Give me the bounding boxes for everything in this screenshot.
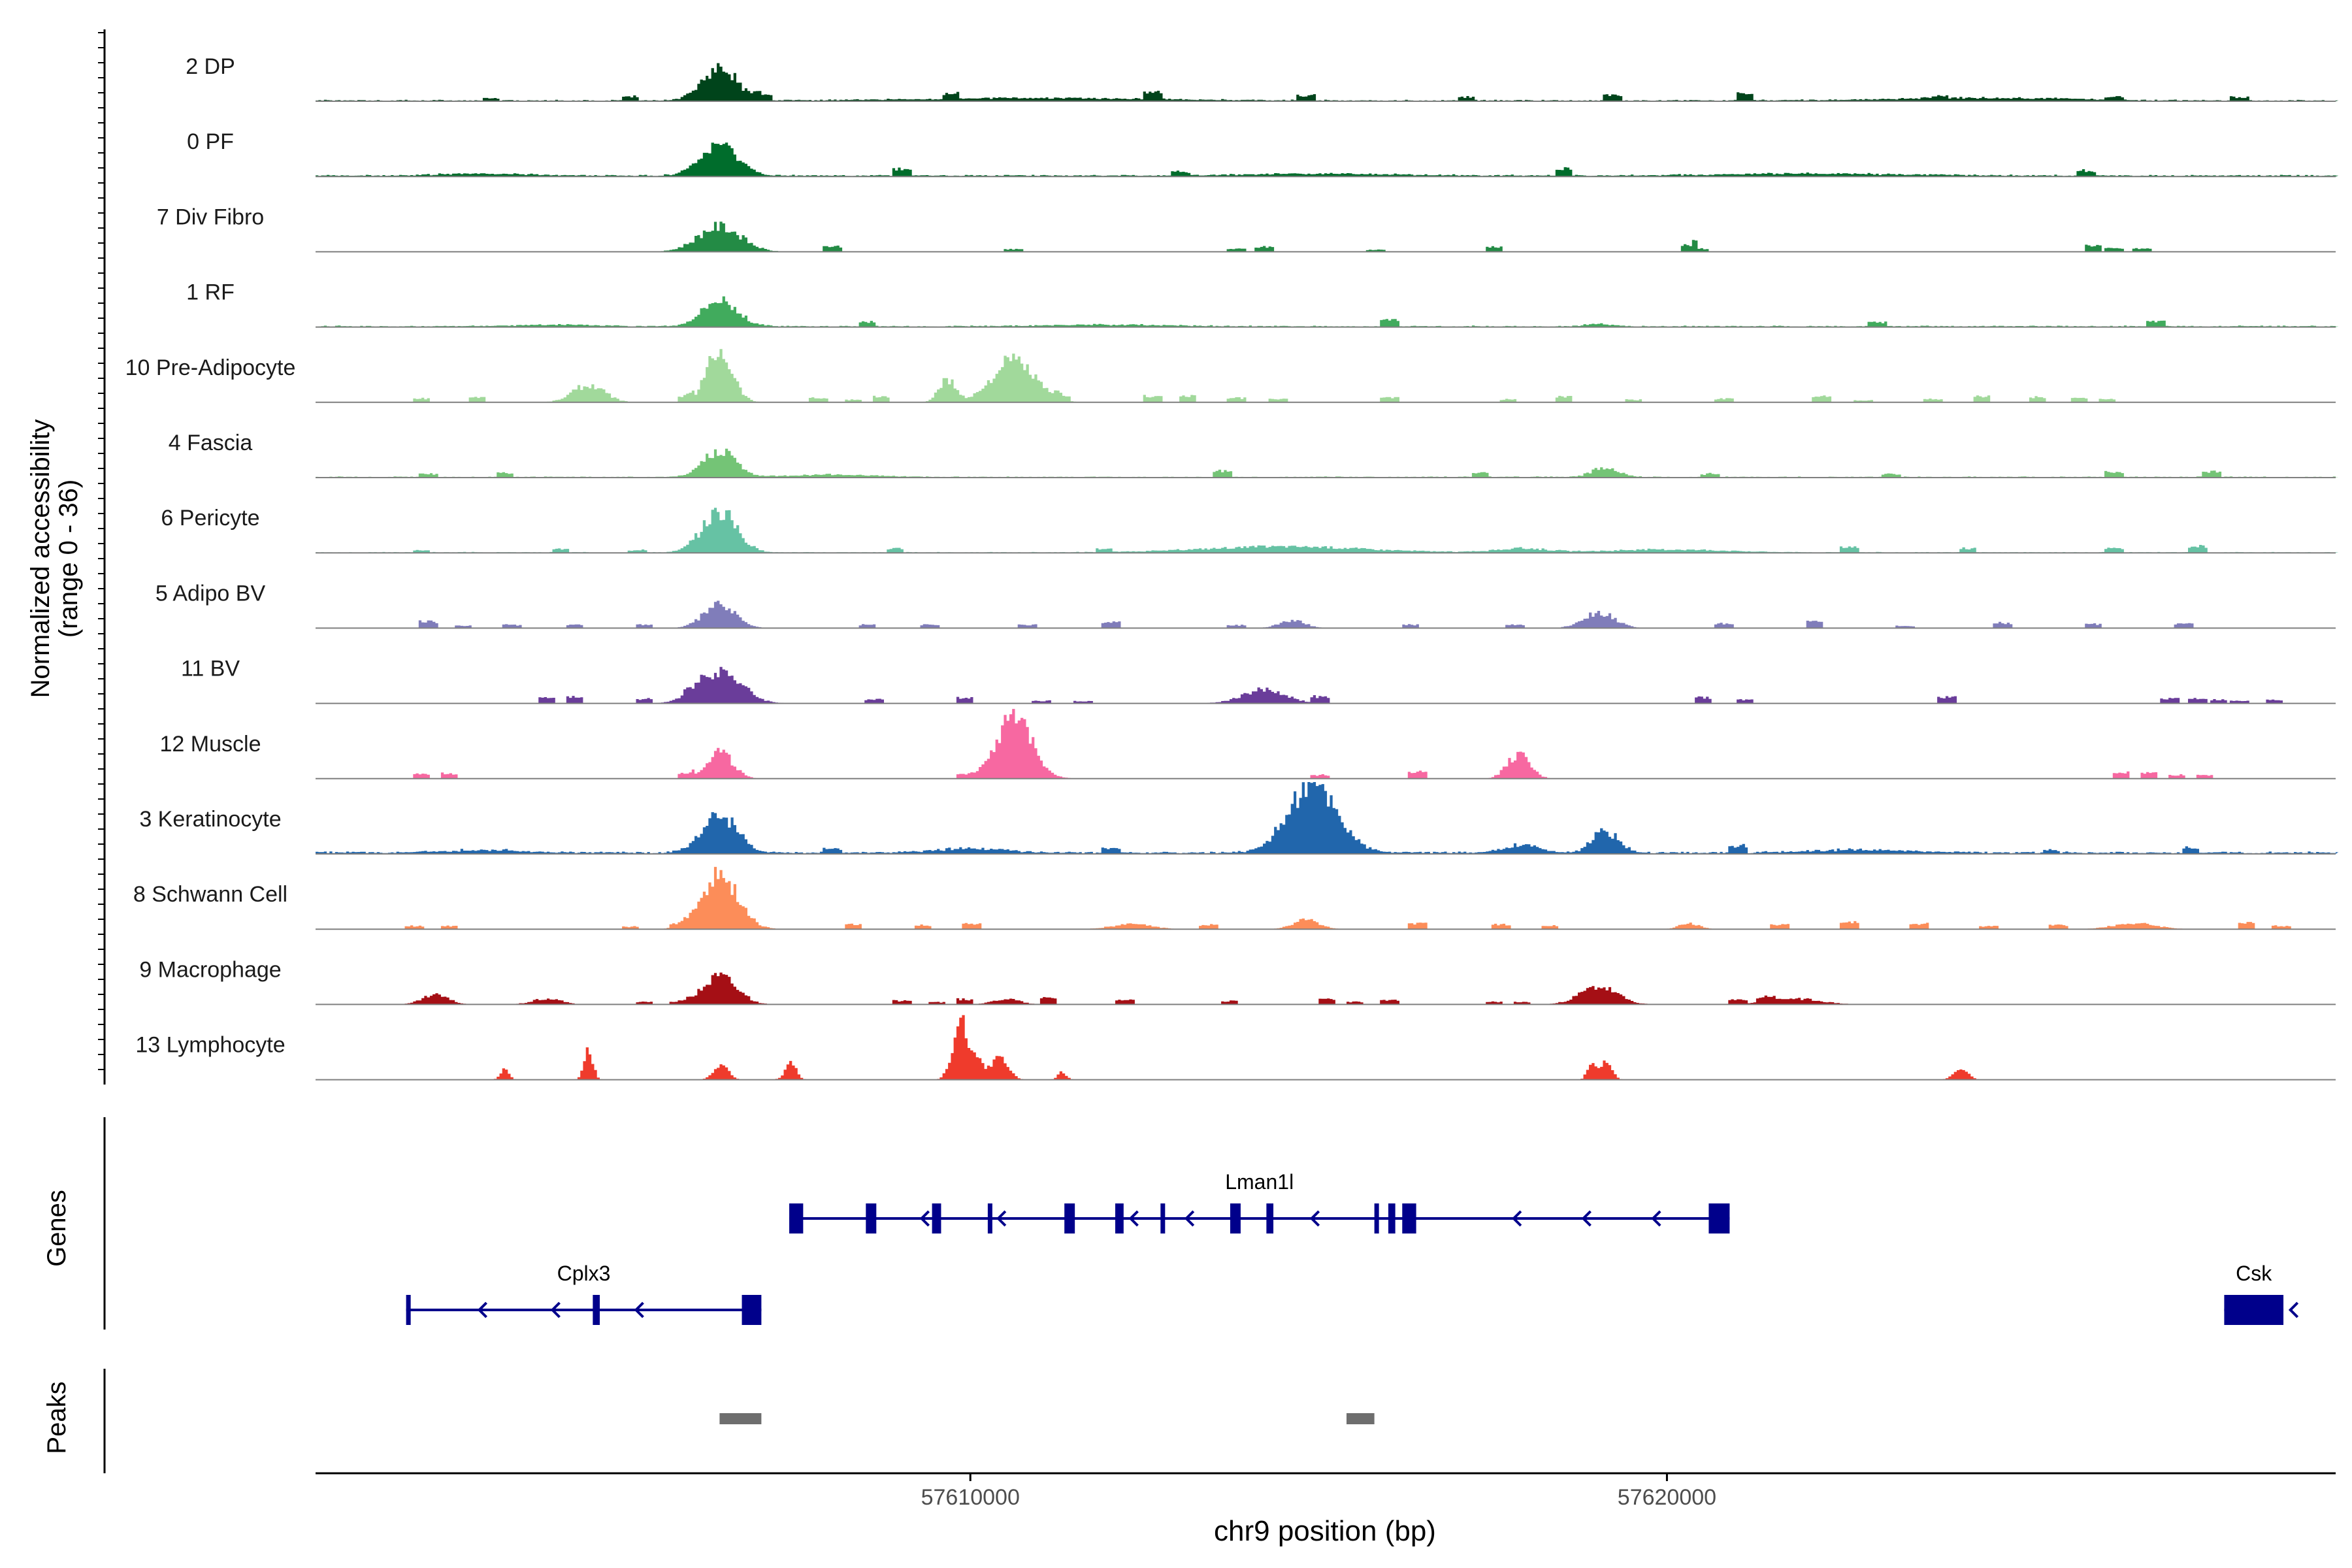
track-label: 7 Div Fibro (157, 204, 264, 229)
coverage-track (316, 866, 2339, 930)
y-axis-title-line1: Normalized accessibility (26, 419, 55, 698)
track-label: 2 DP (186, 54, 235, 79)
coverage-track (316, 296, 2339, 328)
peak-region (719, 1413, 762, 1424)
strand-arrow (1651, 1210, 1661, 1227)
track-label: 11 BV (181, 657, 240, 681)
coverage-track (316, 709, 2339, 779)
peak-region (1346, 1413, 1375, 1424)
track-label: 3 Keratinocyte (139, 807, 281, 832)
peak-annotation-track (719, 1413, 1375, 1424)
coverage-track (316, 508, 2339, 554)
coverage-track (316, 666, 2339, 704)
strand-arrow (1309, 1210, 1320, 1227)
coverage-area (316, 63, 2339, 101)
strand-arrow (477, 1301, 487, 1318)
coverage-area (316, 1015, 2339, 1080)
strand-arrow (1128, 1210, 1139, 1227)
track-label: 4 Fascia (169, 431, 253, 455)
coverage-track (316, 349, 2339, 403)
coverage-area (316, 709, 2339, 779)
y-axis (98, 29, 106, 1473)
coverage-area (316, 782, 2339, 854)
gene-exon (1708, 1203, 1730, 1233)
coverage-area (316, 508, 2339, 553)
track-label: 13 Lymphocyte (135, 1033, 285, 1058)
coverage-track (316, 600, 2339, 629)
gene-exon (2224, 1295, 2284, 1325)
coverage-track (316, 782, 2339, 855)
strand-arrow (919, 1210, 930, 1227)
coverage-track (316, 221, 2339, 253)
coverage-area (316, 221, 2339, 252)
gene-exon (1266, 1203, 1274, 1233)
strand-arrow (550, 1301, 561, 1318)
gene: Csk (2224, 1262, 2299, 1325)
gene: Lman1l (789, 1170, 1730, 1233)
track-label: 12 Muscle (160, 732, 261, 757)
genes-axis-title: Genes (42, 1190, 71, 1267)
coverage-track (316, 448, 2339, 478)
coverage-area (316, 448, 2339, 478)
gene-exon (866, 1203, 877, 1233)
coverage-tracks (316, 63, 2339, 1081)
gene-exon (1160, 1203, 1166, 1233)
coverage-area (316, 666, 2339, 704)
strand-arrow (2288, 1301, 2299, 1318)
strand-arrow (996, 1210, 1007, 1227)
coverage-track (316, 1015, 2339, 1081)
gene-annotation-track: Lman1l Cplx3 Csk (406, 1170, 2299, 1325)
track-label: 8 Schwann Cell (133, 882, 287, 907)
gene-name: Cplx3 (557, 1262, 611, 1285)
gene-exon (987, 1203, 992, 1233)
coverage-area (316, 600, 2339, 629)
gene-exon (742, 1295, 762, 1325)
x-axis-title: chr9 position (bp) (1214, 1515, 1436, 1547)
gene-exon (1064, 1203, 1075, 1233)
strand-arrow (634, 1301, 644, 1318)
gene-exon (1374, 1203, 1379, 1233)
coverage-area (316, 296, 2339, 327)
coverage-area (316, 866, 2339, 930)
track-label: 5 Adipo BV (155, 581, 266, 606)
x-tick-label: 57610000 (921, 1485, 1020, 1510)
y-axis-title-line2: (range 0 - 36) (54, 480, 83, 638)
gene-name: Csk (2236, 1262, 2272, 1285)
x-axis: 57610000 57620000 (316, 1472, 2336, 1510)
coverage-track (316, 142, 2339, 178)
coverage-area (316, 349, 2339, 402)
coverage-area (316, 972, 2339, 1005)
gene-exon (1402, 1203, 1416, 1233)
gene-exon (1388, 1203, 1396, 1233)
gene-exon (593, 1295, 600, 1325)
gene-name: Lman1l (1225, 1170, 1294, 1194)
gene-exon (789, 1203, 804, 1233)
x-tick-label: 57620000 (1618, 1485, 1716, 1510)
coverage-area (316, 142, 2339, 177)
coverage-track (316, 63, 2339, 102)
track-label: 6 Pericyte (161, 506, 259, 531)
track-label: 10 Pre-Adipocyte (125, 355, 296, 380)
track-label: 9 Macrophage (139, 957, 281, 982)
coverage-track (316, 972, 2339, 1005)
gene-exon (1115, 1203, 1124, 1233)
strand-arrow (1512, 1210, 1522, 1227)
strand-arrow (1184, 1210, 1195, 1227)
gene: Cplx3 (406, 1262, 762, 1325)
track-labels: 2 DP 0 PF 7 Div Fibro 1 RF 10 Pre-Adipocyte 4… (125, 54, 296, 1058)
track-label: 1 RF (186, 280, 235, 305)
strand-arrow (1581, 1210, 1592, 1227)
track-label: 0 PF (187, 129, 234, 154)
gene-exon (1230, 1203, 1241, 1233)
gene-exon (406, 1295, 411, 1325)
peaks-axis-title: Peaks (42, 1381, 71, 1454)
gene-exon (932, 1203, 941, 1233)
